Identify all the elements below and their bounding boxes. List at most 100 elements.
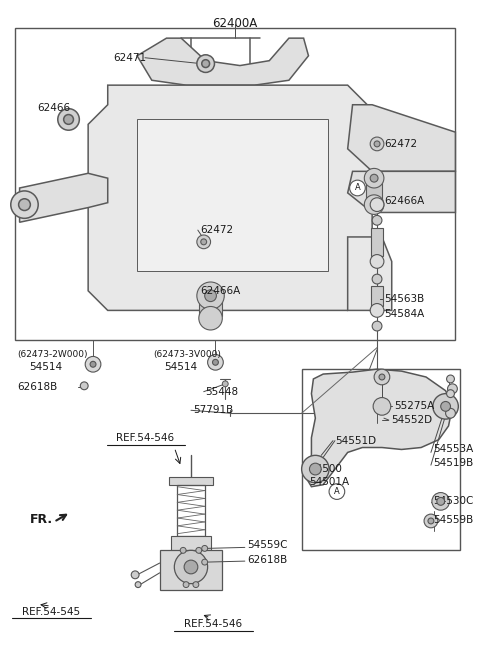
Text: 54563B: 54563B [384, 294, 424, 304]
Circle shape [364, 169, 384, 188]
Circle shape [197, 55, 215, 72]
Text: A: A [355, 183, 360, 192]
Text: 55448: 55448 [205, 387, 239, 397]
Circle shape [370, 304, 384, 317]
Bar [371, 228, 383, 256]
Polygon shape [20, 173, 108, 222]
Bar [171, 536, 211, 560]
Circle shape [441, 401, 451, 411]
Circle shape [428, 518, 434, 524]
Text: 62400A: 62400A [213, 16, 258, 30]
Circle shape [370, 254, 384, 268]
Text: (62473-2W000): (62473-2W000) [18, 350, 88, 359]
Circle shape [131, 571, 139, 579]
Circle shape [373, 397, 391, 415]
Text: 55275A: 55275A [394, 401, 434, 411]
Circle shape [379, 374, 385, 380]
Polygon shape [348, 105, 456, 171]
Text: REF.54-545: REF.54-545 [22, 607, 80, 617]
Text: 54553A: 54553A [433, 444, 473, 455]
Circle shape [445, 409, 456, 418]
Circle shape [199, 306, 222, 330]
Circle shape [433, 393, 458, 419]
Circle shape [58, 109, 79, 130]
Text: REF.54-546: REF.54-546 [116, 433, 174, 443]
Text: 54500: 54500 [310, 464, 342, 474]
Circle shape [183, 582, 189, 588]
Text: 54514: 54514 [165, 362, 198, 372]
Circle shape [372, 274, 382, 284]
Text: 62472: 62472 [200, 225, 233, 235]
Text: 54559C: 54559C [247, 540, 288, 550]
Text: 54559B: 54559B [433, 515, 473, 525]
Text: 57791B: 57791B [193, 405, 233, 415]
Circle shape [19, 199, 30, 210]
Bar [160, 550, 222, 590]
Polygon shape [348, 237, 392, 310]
Text: 54514: 54514 [29, 362, 62, 372]
Polygon shape [306, 369, 453, 487]
Circle shape [364, 195, 384, 214]
Circle shape [310, 463, 321, 475]
Bar [15, 28, 456, 340]
Text: 62618B: 62618B [18, 382, 58, 392]
Text: 54519B: 54519B [433, 458, 473, 468]
Circle shape [424, 514, 438, 528]
Circle shape [374, 369, 390, 385]
Circle shape [372, 215, 382, 225]
Circle shape [370, 174, 378, 182]
Circle shape [447, 384, 457, 393]
Circle shape [204, 290, 216, 302]
Text: 62466A: 62466A [200, 286, 240, 296]
Circle shape [446, 375, 455, 383]
Circle shape [301, 455, 329, 483]
Circle shape [222, 381, 228, 387]
Polygon shape [137, 38, 309, 85]
Circle shape [446, 389, 455, 397]
Circle shape [213, 359, 218, 365]
Circle shape [372, 321, 382, 331]
Circle shape [432, 492, 449, 510]
Circle shape [202, 60, 210, 67]
Circle shape [201, 239, 207, 244]
Circle shape [374, 141, 380, 147]
Bar [371, 286, 383, 306]
Text: REF.54-546: REF.54-546 [184, 619, 242, 629]
Circle shape [370, 137, 384, 151]
Circle shape [193, 582, 199, 588]
Bar [199, 301, 222, 316]
Text: 54551D: 54551D [335, 436, 376, 445]
Bar [169, 477, 213, 485]
Circle shape [90, 361, 96, 367]
Circle shape [208, 355, 223, 370]
Circle shape [197, 235, 211, 248]
Text: 54530C: 54530C [433, 496, 473, 506]
Text: 54552D: 54552D [391, 415, 432, 425]
Circle shape [370, 198, 384, 212]
Circle shape [329, 484, 345, 500]
Circle shape [349, 180, 365, 196]
Circle shape [85, 357, 101, 372]
Text: 62466A: 62466A [384, 196, 424, 206]
Bar [301, 369, 460, 550]
Text: (62473-3V000): (62473-3V000) [153, 350, 221, 359]
Text: 54584A: 54584A [384, 309, 424, 320]
Circle shape [64, 115, 73, 125]
Text: 54501A: 54501A [310, 477, 349, 487]
Circle shape [80, 382, 88, 389]
Bar [137, 119, 328, 272]
Text: 62472: 62472 [384, 139, 417, 149]
Polygon shape [88, 85, 372, 310]
Circle shape [197, 282, 224, 310]
Circle shape [437, 498, 444, 505]
Text: 62618B: 62618B [247, 555, 287, 565]
Circle shape [135, 582, 141, 588]
Bar [366, 181, 382, 203]
Circle shape [202, 559, 208, 565]
Text: FR.: FR. [29, 513, 52, 525]
Bar [177, 485, 204, 536]
Circle shape [202, 546, 208, 552]
Text: A: A [334, 487, 340, 496]
Text: 62466: 62466 [37, 103, 71, 113]
Circle shape [11, 191, 38, 218]
